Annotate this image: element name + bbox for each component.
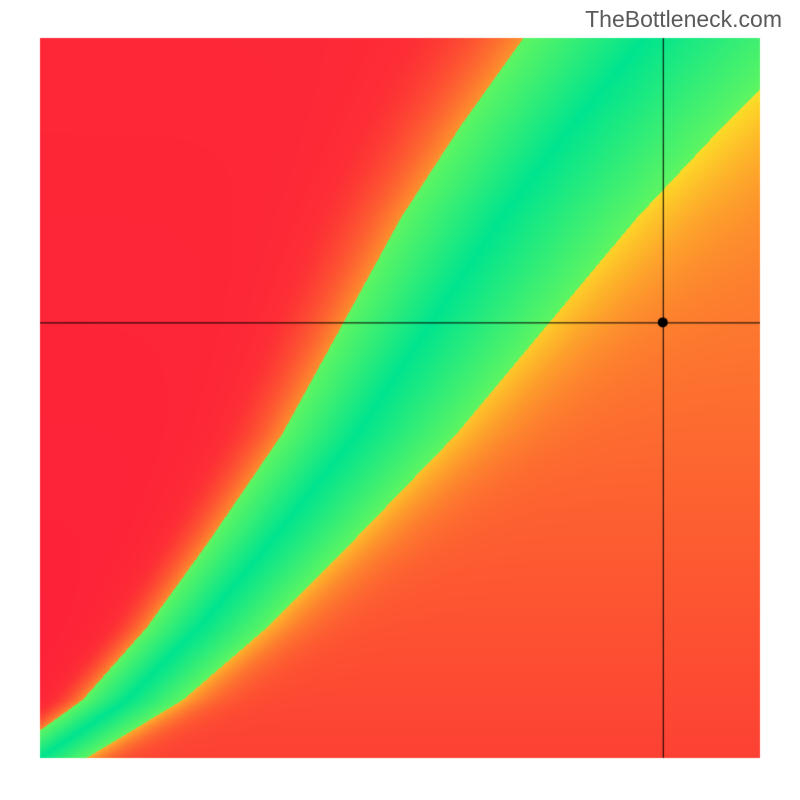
watermark-text: TheBottleneck.com bbox=[585, 6, 782, 33]
heatmap-canvas bbox=[0, 0, 800, 800]
chart-container: TheBottleneck.com bbox=[0, 0, 800, 800]
